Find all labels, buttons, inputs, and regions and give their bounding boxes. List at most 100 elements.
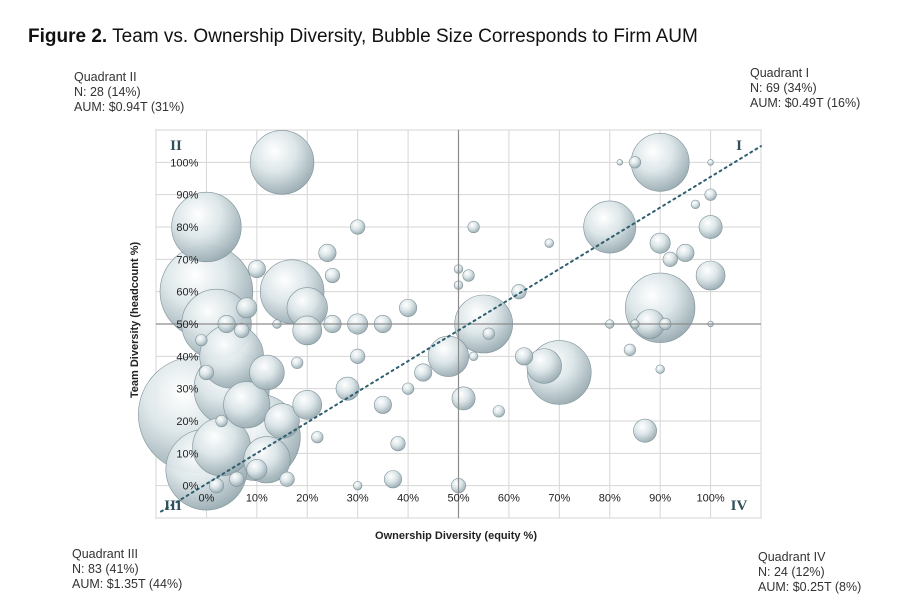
data-bubble [690,199,701,210]
data-bubble [383,470,402,489]
quadrant-iv-marker: IV [731,498,748,514]
y-tick-label: 50% [176,319,198,331]
quadrant-i-aum: AUM: $0.49T (16%) [750,96,861,110]
data-bubble [583,200,637,254]
data-bubble [350,219,366,235]
data-bubble [623,343,637,356]
figure-label: Figure 2. [28,26,108,47]
data-bubble [492,405,505,418]
y-tick-label: 40% [176,351,198,363]
quadrant-iv-n: N: 24 (12%) [758,565,825,579]
quadrant-i-marker: I [736,138,742,154]
data-bubble [350,348,366,364]
quadrant-iii-name: Quadrant III [72,547,139,561]
quadrant-iii-info: Quadrant III N: 83 (41%) AUM: $1.35T (44… [72,547,182,592]
data-bubble [279,471,295,487]
y-tick-label: 10% [176,448,198,460]
data-bubble [292,315,323,346]
data-bubble [401,382,415,395]
data-bubble [451,386,476,411]
data-bubble [324,267,341,284]
data-bubble [291,356,304,369]
x-axis-label: Ownership Diversity (equity %) [375,530,537,542]
data-bubble [427,335,470,377]
x-tick-label: 0% [198,493,214,505]
data-bubble [246,459,268,480]
x-tick-label: 40% [397,493,419,505]
data-bubble [698,215,723,239]
data-bubble [229,471,245,487]
quadrant-iv-info: Quadrant IV N: 24 (12%) AUM: $0.25T (8%) [758,550,861,595]
x-tick-label: 60% [498,493,520,505]
figure-title-text: Team vs. Ownership Diversity, Bubble Siz… [112,26,698,47]
data-bubble [707,159,714,166]
data-bubble [462,269,475,282]
quadrant-iv-aum: AUM: $0.25T (8%) [758,580,862,594]
quadrant-ii-name: Quadrant II [74,70,137,84]
quadrant-i-n: N: 69 (34%) [750,81,817,95]
quadrant-iii-aum: AUM: $1.35T (44%) [72,577,183,591]
x-tick-label: 100% [697,493,725,505]
y-tick-label: 20% [176,416,198,428]
quadrant-ii-aum: AUM: $0.94T (31%) [74,100,185,114]
quadrant-i-name: Quadrant I [750,66,810,80]
data-bubble [676,243,695,262]
x-tick-label: 80% [599,493,621,505]
quadrant-ii-n: N: 28 (14%) [74,85,141,99]
data-bubble [399,298,418,317]
y-tick-label: 100% [170,157,198,169]
x-tick-label: 50% [447,493,469,505]
quadrant-iii-marker: III [164,498,182,514]
data-bubble [311,431,324,444]
data-bubble [482,327,495,340]
data-bubble [662,251,678,267]
data-bubble [208,478,225,494]
data-bubble [704,188,717,201]
y-tick-label: 0% [183,481,199,493]
data-bubble [249,354,285,391]
data-bubble [373,395,392,414]
data-bubble [414,363,433,382]
data-bubble [223,381,271,429]
quadrant-ii-info: Quadrant II N: 28 (14%) AUM: $0.94T (31%… [74,70,184,115]
quadrant-iii-n: N: 83 (41%) [72,562,139,576]
data-bubble [195,334,208,347]
data-bubble [335,376,360,401]
data-bubble [247,260,266,279]
y-tick-label: 70% [176,254,198,266]
data-bubble [515,347,534,366]
data-bubble [628,156,642,169]
data-bubble [264,403,300,439]
data-bubble [249,130,315,195]
data-bubble [292,390,323,420]
data-bubble [655,364,665,374]
data-bubble [215,414,228,428]
y-tick-label: 60% [176,287,198,299]
data-bubble [695,260,726,291]
quadrant-iv-name: Quadrant IV [758,550,826,564]
data-bubble [616,159,624,166]
x-tick-label: 70% [548,493,570,505]
data-bubble [353,481,363,491]
data-bubble [467,220,480,234]
y-axis-label: Team Diversity (headcount %) [129,241,141,399]
data-bubble [526,348,562,384]
quadrant-i-info: Quadrant I N: 69 (34%) AUM: $0.49T (16%) [750,66,860,111]
figure-title: Figure 2. Team vs. Ownership Diversity, … [28,26,698,48]
x-tick-label: 30% [347,493,369,505]
data-bubble [544,238,554,248]
x-tick-label: 10% [246,493,268,505]
y-tick-label: 90% [176,190,198,202]
data-bubble [236,297,258,319]
data-bubble [318,243,337,262]
data-bubble [649,232,671,254]
data-bubble [171,191,242,263]
data-bubble [234,322,250,339]
data-bubble [633,418,657,443]
x-tick-label: 20% [296,493,318,505]
data-bubble [390,436,406,452]
quadrant-ii-marker: II [170,138,182,154]
y-tick-label: 30% [176,384,198,396]
data-bubble [198,364,214,381]
